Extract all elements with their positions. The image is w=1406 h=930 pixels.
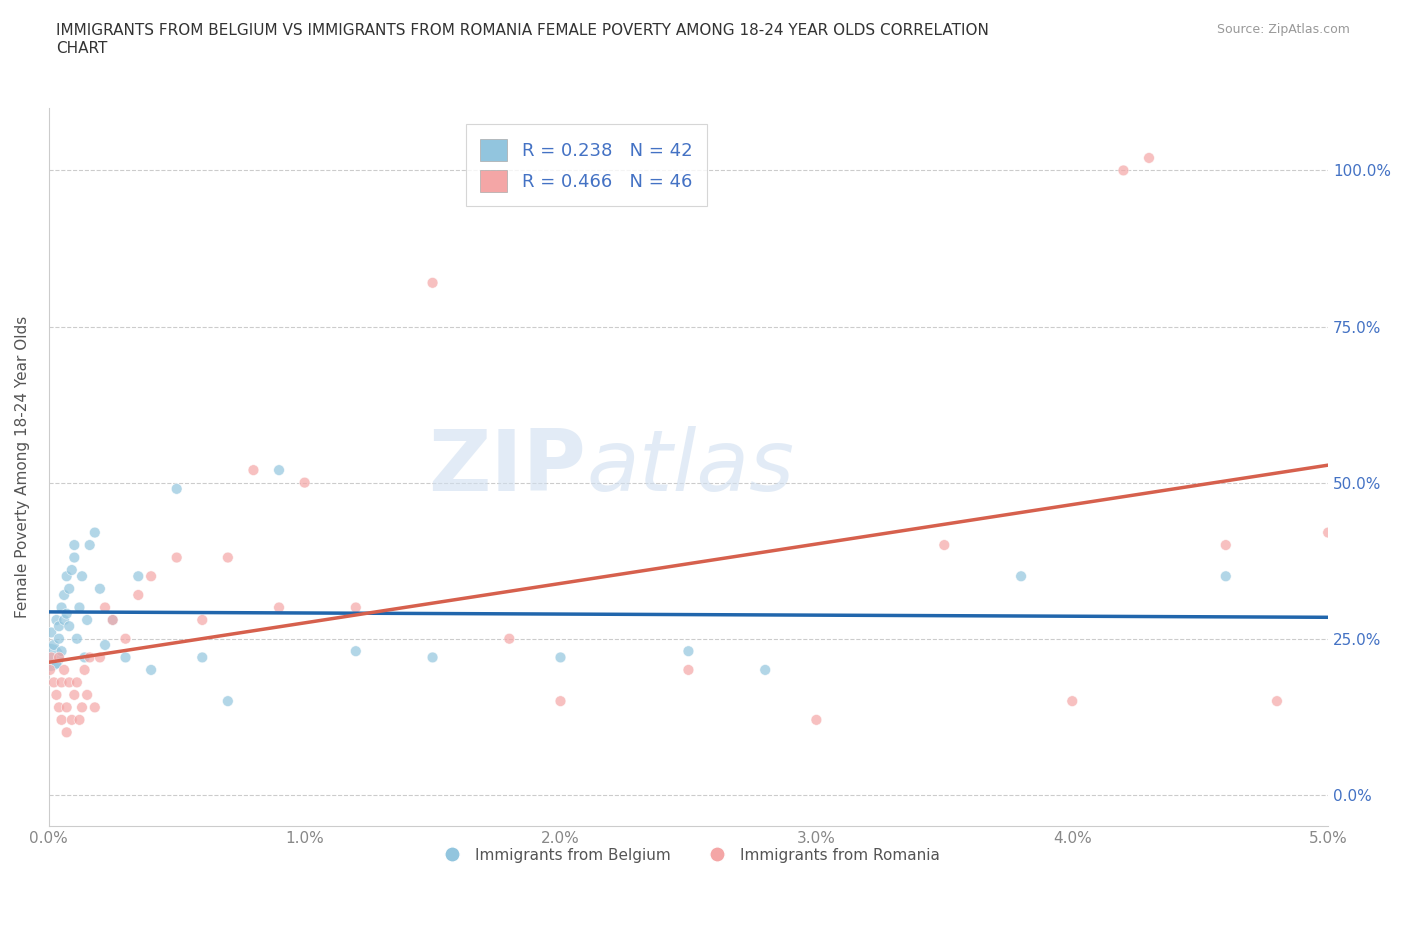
Point [114, 631, 136, 646]
Point [217, 694, 239, 709]
Point [45, 657, 67, 671]
Point [39, 650, 62, 665]
Point [1062, 694, 1084, 709]
Point [754, 662, 776, 677]
Point [267, 600, 290, 615]
Point [678, 644, 700, 658]
Point [101, 613, 124, 628]
Point [48, 618, 70, 633]
Point [42, 637, 65, 652]
Point [101, 613, 124, 628]
Point [166, 551, 188, 565]
Legend: Immigrants from Belgium, Immigrants from Romania: Immigrants from Belgium, Immigrants from… [432, 842, 946, 869]
Point [550, 694, 572, 709]
Point [79, 650, 101, 665]
Point [58, 618, 80, 633]
Point [69, 600, 91, 615]
Text: atlas: atlas [586, 426, 794, 509]
Point [55, 700, 77, 715]
Point [51, 712, 73, 727]
Point [94, 637, 117, 652]
Point [1317, 525, 1340, 540]
Point [1215, 569, 1237, 584]
Point [58, 675, 80, 690]
Point [89, 581, 111, 596]
Point [42, 675, 65, 690]
Point [63, 551, 86, 565]
Point [344, 644, 367, 658]
Text: IMMIGRANTS FROM BELGIUM VS IMMIGRANTS FROM ROMANIA FEMALE POVERTY AMONG 18-24 YE: IMMIGRANTS FROM BELGIUM VS IMMIGRANTS FR… [56, 23, 988, 56]
Point [39, 662, 62, 677]
Point [1137, 151, 1160, 166]
Point [53, 588, 76, 603]
Point [83, 525, 105, 540]
Point [1265, 694, 1288, 709]
Point [55, 724, 77, 739]
Point [51, 600, 73, 615]
Point [66, 631, 89, 646]
Point [166, 482, 188, 497]
Text: Source: ZipAtlas.com: Source: ZipAtlas.com [1216, 23, 1350, 36]
Text: ZIP: ZIP [429, 426, 586, 509]
Point [678, 662, 700, 677]
Point [55, 606, 77, 621]
Point [1215, 538, 1237, 552]
Point [1112, 163, 1135, 178]
Point [79, 538, 101, 552]
Point [48, 631, 70, 646]
Y-axis label: Female Poverty Among 18-24 Year Olds: Female Poverty Among 18-24 Year Olds [15, 316, 30, 618]
Point [217, 551, 239, 565]
Point [53, 662, 76, 677]
Point [45, 613, 67, 628]
Point [51, 675, 73, 690]
Point [191, 650, 214, 665]
Point [58, 581, 80, 596]
Point [89, 650, 111, 665]
Point [191, 613, 214, 628]
Point [39, 625, 62, 640]
Point [60, 712, 83, 727]
Point [806, 712, 828, 727]
Point [267, 463, 290, 478]
Point [242, 463, 264, 478]
Point [294, 475, 316, 490]
Point [51, 644, 73, 658]
Point [70, 569, 93, 584]
Point [114, 650, 136, 665]
Point [83, 700, 105, 715]
Point [127, 569, 149, 584]
Point [498, 631, 520, 646]
Point [422, 275, 444, 290]
Point [139, 569, 162, 584]
Point [39, 650, 62, 665]
Point [73, 650, 96, 665]
Point [48, 650, 70, 665]
Point [53, 613, 76, 628]
Point [94, 600, 117, 615]
Point [76, 687, 98, 702]
Point [422, 650, 444, 665]
Point [55, 569, 77, 584]
Point [934, 538, 956, 552]
Point [60, 563, 83, 578]
Point [127, 588, 149, 603]
Point [66, 675, 89, 690]
Point [73, 662, 96, 677]
Point [139, 662, 162, 677]
Point [63, 538, 86, 552]
Point [550, 650, 572, 665]
Point [70, 700, 93, 715]
Point [45, 687, 67, 702]
Point [76, 613, 98, 628]
Point [1010, 569, 1032, 584]
Point [48, 700, 70, 715]
Point [63, 687, 86, 702]
Point [344, 600, 367, 615]
Point [69, 712, 91, 727]
